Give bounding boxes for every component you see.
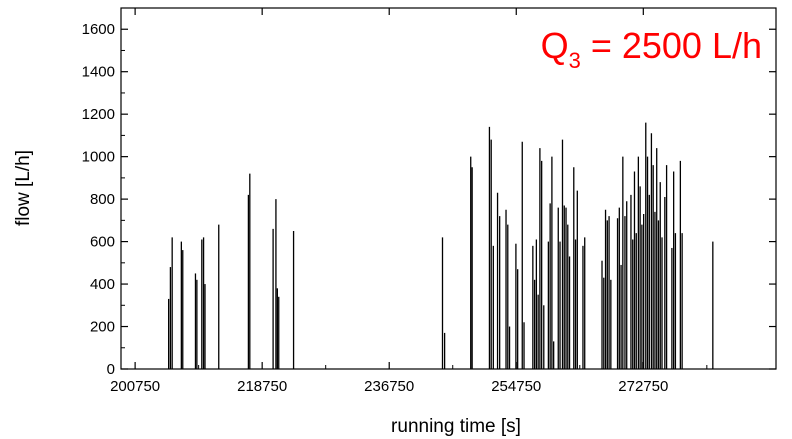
- x-axis-title: running time [s]: [391, 416, 521, 437]
- y-tick-label: 1000: [82, 149, 115, 166]
- y-tick-label: 1200: [82, 106, 115, 123]
- y-tick-label: 1400: [82, 64, 115, 81]
- y-axis: 0 200 400 600 800 1000 1200 1400 1600: [82, 21, 776, 378]
- x-tick-label: 236750: [364, 378, 414, 395]
- x-axis: 200750 218750 236750 254750 272750: [110, 8, 708, 395]
- series-layer: [121, 122, 776, 370]
- flowrate-annotation: Q3 = 2500 L/h: [541, 25, 762, 73]
- y-tick-label: 200: [90, 319, 115, 336]
- y-tick-label: 0: [107, 361, 115, 378]
- plot-frame: [120, 7, 777, 370]
- annotation-suffix: = 2500 L/h: [581, 25, 762, 66]
- y-axis-title: flow [L/h]: [13, 150, 34, 226]
- x-tick-label: 200750: [110, 378, 160, 395]
- annotation-prefix: Q: [541, 25, 569, 66]
- y-tick-label: 800: [90, 191, 115, 208]
- x-tick-label: 218750: [237, 378, 287, 395]
- y-tick-label: 400: [90, 276, 115, 293]
- y-tick-label: 1600: [82, 21, 115, 38]
- x-tick-label: 272750: [618, 378, 668, 395]
- x-tick-label: 254750: [491, 378, 541, 395]
- annotation-subscript: 3: [569, 48, 581, 73]
- y-tick-label: 600: [90, 234, 115, 251]
